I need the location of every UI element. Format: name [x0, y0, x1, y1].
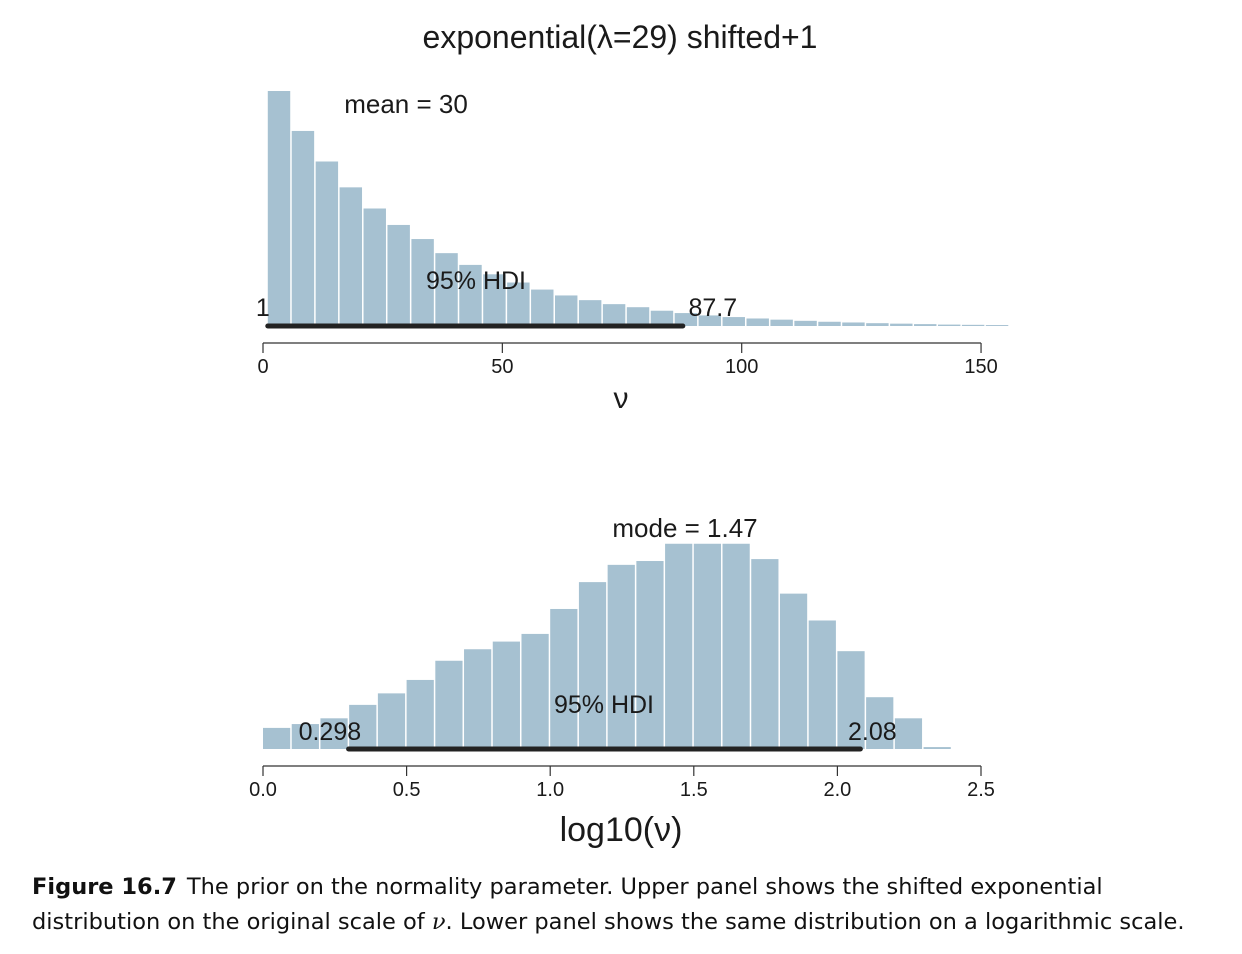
panel1-x-tick-label: 100	[725, 356, 758, 378]
panel2-bar	[923, 747, 951, 749]
panel2-bar	[779, 593, 808, 749]
panel1-bar	[555, 295, 578, 326]
panel1-bar	[291, 130, 315, 326]
panel2-bar	[894, 718, 923, 749]
panel1-bar	[914, 324, 937, 326]
panel1-bar	[866, 323, 889, 326]
panel1-hdi-label: 95% HDI	[426, 267, 526, 295]
panel2-stat-label: mode = 1.47	[612, 513, 757, 543]
panel1-hdi-high-label: 87.7	[688, 294, 737, 322]
panel2-x-tick-label: 2.0	[823, 779, 851, 801]
panel2-hdi-high-label: 2.08	[848, 718, 897, 746]
caption-label: Figure 16.7	[32, 874, 177, 900]
panel2-bar	[607, 564, 635, 749]
panel1-bar	[531, 289, 554, 326]
panel1-bar	[435, 253, 458, 326]
panel1-bar	[387, 224, 410, 326]
panel2-x-tick-label: 1.0	[536, 779, 564, 801]
panel2-x-tick-label: 0.0	[249, 779, 277, 801]
panel2-bar	[349, 704, 377, 749]
panel2-bar	[377, 693, 406, 749]
panel1-bar	[578, 300, 602, 326]
panel1-bar	[746, 318, 769, 326]
panel2-x-tick-label: 0.5	[393, 779, 421, 801]
panel2-bar	[406, 679, 434, 749]
panel1-bar	[794, 320, 817, 326]
panel1-bar	[770, 319, 793, 326]
panel1-bar	[339, 187, 363, 326]
panel1-bar	[722, 317, 745, 326]
panel2-hdi-label: 95% HDI	[554, 691, 654, 719]
panel1-bar	[267, 91, 291, 326]
panel2-bar	[866, 697, 894, 749]
panel2-bar	[722, 543, 750, 749]
panel2-bar	[693, 543, 722, 749]
panel2-bar	[492, 641, 520, 749]
panel1-bar	[626, 307, 650, 326]
panel1-x-tick-label: 50	[491, 356, 513, 378]
panel2-x-tick-label: 2.5	[967, 779, 995, 801]
panel2-bar	[291, 724, 319, 749]
caption-text: The prior on the normality parameter. Up…	[32, 874, 1103, 935]
panel1-bar	[483, 274, 506, 326]
panel1-bar	[985, 325, 1009, 326]
panel1-bar	[507, 282, 530, 326]
caption-symbol: ν	[431, 909, 446, 935]
panel1-bar	[363, 208, 386, 326]
panel2-bar	[550, 608, 578, 749]
panel2-hdi-low-label: 0.298	[299, 718, 362, 746]
panel1-bar	[698, 315, 722, 326]
panel1-bar	[650, 310, 674, 326]
panel1-bar	[674, 313, 698, 326]
panel1-bar	[602, 304, 626, 326]
panel2-bar	[808, 620, 836, 749]
panel1-bar	[818, 321, 841, 326]
histogram-figure: exponential(λ=29) shifted+1 95% HDI 1 87.7 m…	[249, 19, 1009, 849]
panel2-bar	[521, 633, 549, 749]
panel2-bar	[578, 582, 607, 749]
panel2-x-label: log10(ν)	[560, 811, 683, 849]
panel1-stat-label: mean = 30	[344, 89, 468, 119]
panel1-bar	[937, 324, 961, 326]
panel1-x-tick-label: 150	[964, 356, 997, 378]
figure: exponential(λ=29) shifted+1 95% HDI 1 87.7 m…	[249, 19, 1009, 849]
panel1-x-label: ν	[614, 382, 629, 415]
panel1-hdi-low-label: 1	[256, 294, 270, 322]
panel1-bar	[961, 324, 985, 326]
panel2-bar	[837, 651, 865, 749]
panel1-x-tick-label: 0	[257, 356, 268, 378]
panel1-bar	[411, 239, 434, 326]
figure-caption: Figure 16.7 The prior on the normality pa…	[32, 870, 1227, 940]
panel2-bar	[464, 649, 492, 749]
panel2-x-tick-label: 1.5	[680, 779, 708, 801]
panel2-bar	[320, 718, 348, 749]
panel1-bar	[890, 323, 913, 326]
panel1-title: exponential(λ=29) shifted+1	[423, 19, 818, 55]
caption-text-end: . Lower panel shows the same distributio…	[445, 909, 1185, 935]
panel2-bar	[751, 559, 779, 749]
panel2-bar	[435, 660, 463, 749]
panel1-bar	[459, 264, 482, 326]
panel1-bar	[842, 322, 865, 326]
panel2-bar	[263, 727, 291, 749]
panel1-bar	[315, 161, 339, 326]
panel2-bar	[665, 543, 693, 749]
panel2-bar	[636, 561, 664, 749]
